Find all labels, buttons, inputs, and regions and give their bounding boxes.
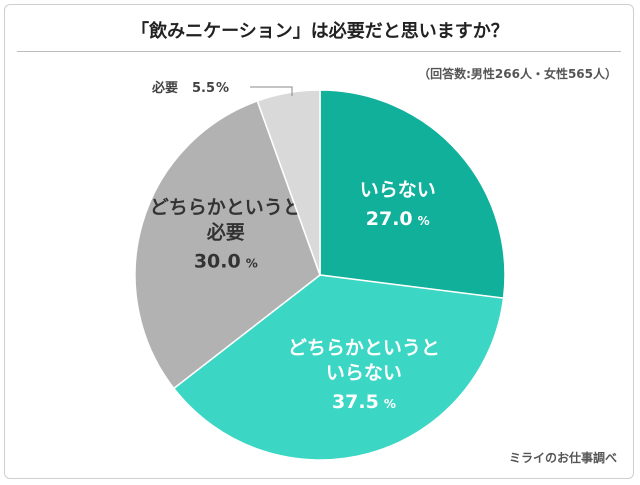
svg-text:37.5%: 37.5% [332,391,396,413]
slice-unit-label: % [384,397,396,411]
slice-value-label: 30.0 [194,251,241,273]
slice-category-label: どちらかというと [150,197,302,219]
slice-value-label: 37.5 [332,391,379,413]
pie-slice [172,274,505,461]
svg-text:27.0%: 27.0% [366,208,430,230]
slice-label: 必要 5.5% [151,80,293,96]
respondent-note: （回答数:男性266人・女性565人） [418,67,617,81]
slice-category-label: どちらかというと [288,337,440,359]
slice-category-label: いらない [326,362,402,384]
slice-value-label: 5.5 [192,81,215,96]
pie-slice [319,89,506,300]
slice-unit-label: % [246,257,258,271]
source-credit: ミライのお仕事調べ [508,451,617,465]
leader-line [250,86,293,96]
slice-label: いらない 27.0% [360,179,436,230]
slice-unit-label: % [418,214,430,228]
title-divider [17,51,621,52]
slice-category-label: 必要 [151,80,178,96]
svg-text:30.0%: 30.0% [194,251,258,273]
slice-category-label: いらない [360,179,436,201]
pie-slice [134,99,321,390]
pie-slice [256,89,321,276]
slice-value-label: 27.0 [366,208,413,230]
chart-title: 「飲みニケーション」は必要だと思いますか？ [131,21,509,42]
svg-text:必要5.5%: 必要 5.5% [151,80,229,96]
slice-unit-label: % [216,81,229,96]
slice-category-label: 必要 [206,221,245,244]
